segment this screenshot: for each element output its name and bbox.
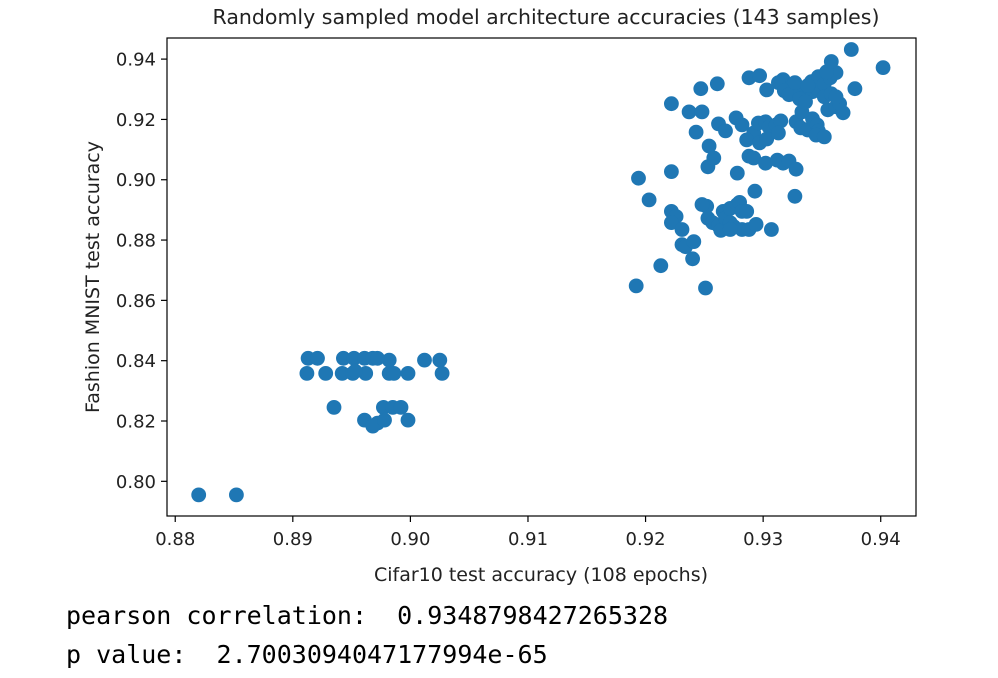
x-tick-label: 0.88 bbox=[155, 529, 195, 550]
data-point-31 bbox=[628, 278, 644, 294]
data-point-131 bbox=[787, 75, 803, 90]
y-tick-label: 0.92 bbox=[116, 110, 156, 131]
data-point-34 bbox=[685, 251, 700, 267]
data-point-5 bbox=[346, 350, 362, 366]
data-point-82 bbox=[758, 155, 773, 171]
data-point-36 bbox=[641, 192, 657, 208]
y-tick-label: 0.84 bbox=[116, 351, 156, 372]
data-point-80 bbox=[746, 150, 762, 166]
data-point-55 bbox=[686, 234, 702, 250]
data-point-136 bbox=[828, 89, 844, 105]
data-point-88 bbox=[752, 68, 767, 84]
data-point-28 bbox=[365, 418, 381, 434]
scatter-chart: Randomly sampled model architecture accu… bbox=[82, 5, 917, 586]
data-point-22 bbox=[326, 400, 342, 415]
data-point-94 bbox=[759, 131, 775, 147]
data-point-11 bbox=[432, 352, 448, 368]
data-point-30 bbox=[400, 412, 416, 428]
data-point-18 bbox=[400, 366, 416, 381]
data-point-41 bbox=[694, 104, 710, 120]
data-point-9 bbox=[370, 350, 385, 366]
data-point-12 bbox=[299, 366, 315, 381]
data-point-85 bbox=[764, 222, 779, 237]
data-point-10 bbox=[417, 352, 432, 368]
y-tick-label: 0.82 bbox=[116, 412, 156, 433]
data-point-140 bbox=[800, 78, 816, 93]
y-tick-label: 0.88 bbox=[116, 231, 156, 252]
data-point-1 bbox=[229, 487, 244, 503]
data-point-138 bbox=[847, 81, 863, 97]
data-point-51 bbox=[664, 215, 679, 231]
data-point-33 bbox=[653, 258, 669, 274]
data-point-75 bbox=[734, 117, 750, 133]
data-point-81 bbox=[729, 165, 745, 181]
y-axis-label: Fashion MNIST test accuracy bbox=[82, 141, 104, 413]
data-point-32 bbox=[698, 280, 713, 296]
data-point-37 bbox=[664, 164, 679, 180]
pearson-correlation-output: pearson correlation: 0.9348798427265328 bbox=[66, 601, 669, 630]
data-point-84 bbox=[748, 217, 764, 232]
data-point-42 bbox=[693, 81, 709, 97]
data-point-13 bbox=[318, 366, 334, 381]
x-tick-label: 0.93 bbox=[743, 529, 783, 550]
data-point-43 bbox=[709, 76, 725, 92]
chart-title: Randomly sampled model architecture accu… bbox=[213, 5, 880, 29]
data-point-21 bbox=[386, 366, 402, 381]
data-point-14 bbox=[334, 366, 350, 381]
data-point-83 bbox=[747, 183, 763, 199]
data-point-38 bbox=[664, 96, 679, 112]
data-point-48 bbox=[718, 123, 733, 139]
data-point-4 bbox=[336, 350, 351, 366]
data-point-117 bbox=[823, 54, 839, 69]
data-point-133 bbox=[798, 94, 813, 110]
data-point-77 bbox=[739, 132, 755, 148]
data-point-125 bbox=[816, 129, 832, 145]
x-tick-label: 0.90 bbox=[390, 529, 430, 550]
data-point-29 bbox=[377, 412, 392, 428]
y-axis-ticks: 0.80 0.82 0.84 0.86 0.88 0.90 0.92 0.94 bbox=[116, 50, 167, 493]
x-axis-label: Cifar10 test accuracy (108 epochs) bbox=[374, 564, 708, 586]
y-tick-label: 0.94 bbox=[116, 50, 156, 71]
data-point-70 bbox=[739, 204, 755, 219]
data-point-35 bbox=[631, 170, 646, 186]
x-tick-label: 0.94 bbox=[861, 529, 901, 550]
x-tick-label: 0.92 bbox=[626, 529, 666, 550]
data-point-139 bbox=[875, 60, 891, 75]
data-point-95 bbox=[771, 125, 786, 141]
plot-frame bbox=[166, 37, 917, 517]
data-point-25 bbox=[393, 400, 409, 415]
data-point-57 bbox=[694, 197, 710, 212]
x-tick-label: 0.91 bbox=[508, 529, 548, 550]
y-tick-label: 0.86 bbox=[116, 291, 156, 312]
data-point-73 bbox=[722, 222, 738, 237]
p-value-output: p value: 2.7003094047177994e-65 bbox=[66, 640, 548, 669]
data-point-3 bbox=[310, 350, 325, 366]
data-point-99 bbox=[788, 161, 804, 177]
data-point-86 bbox=[787, 188, 803, 204]
data-point-20 bbox=[347, 363, 363, 379]
data-point-46 bbox=[706, 150, 722, 166]
data-point-8 bbox=[381, 352, 397, 368]
data-points bbox=[191, 42, 891, 503]
x-tick-label: 0.89 bbox=[273, 529, 313, 550]
data-point-40 bbox=[688, 124, 704, 140]
data-point-0 bbox=[191, 487, 207, 503]
data-point-103 bbox=[759, 82, 775, 98]
data-point-44 bbox=[701, 138, 717, 154]
x-axis-ticks: 0.88 0.89 0.90 0.91 0.92 0.93 0.94 bbox=[155, 516, 901, 550]
y-tick-label: 0.80 bbox=[116, 472, 156, 493]
data-point-39 bbox=[681, 104, 697, 120]
y-tick-label: 0.90 bbox=[116, 170, 156, 191]
data-point-19 bbox=[434, 366, 450, 381]
data-point-52 bbox=[674, 222, 690, 237]
data-point-93 bbox=[773, 113, 789, 129]
data-point-137 bbox=[843, 42, 859, 57]
